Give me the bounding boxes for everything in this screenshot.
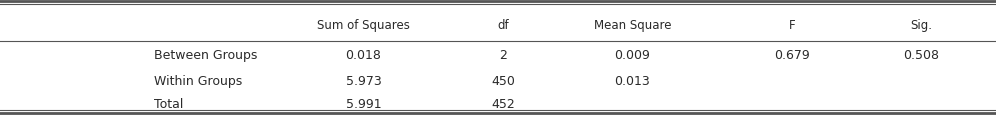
Text: 5.973: 5.973 (346, 74, 381, 87)
Text: 5.991: 5.991 (346, 97, 381, 110)
Text: df: df (497, 19, 509, 32)
Text: 452: 452 (491, 97, 515, 110)
Text: 0.018: 0.018 (346, 49, 381, 62)
Text: F: F (789, 19, 795, 32)
Text: Sum of Squares: Sum of Squares (317, 19, 410, 32)
Text: Sig.: Sig. (910, 19, 932, 32)
Text: 0.009: 0.009 (615, 49, 650, 62)
Text: 0.508: 0.508 (903, 49, 939, 62)
Text: 0.013: 0.013 (615, 74, 650, 87)
Text: Mean Square: Mean Square (594, 19, 671, 32)
Text: Within Groups: Within Groups (154, 74, 243, 87)
Text: Between Groups: Between Groups (154, 49, 258, 62)
Text: 0.679: 0.679 (774, 49, 810, 62)
Text: Total: Total (154, 97, 183, 110)
Text: 450: 450 (491, 74, 515, 87)
Text: 2: 2 (499, 49, 507, 62)
